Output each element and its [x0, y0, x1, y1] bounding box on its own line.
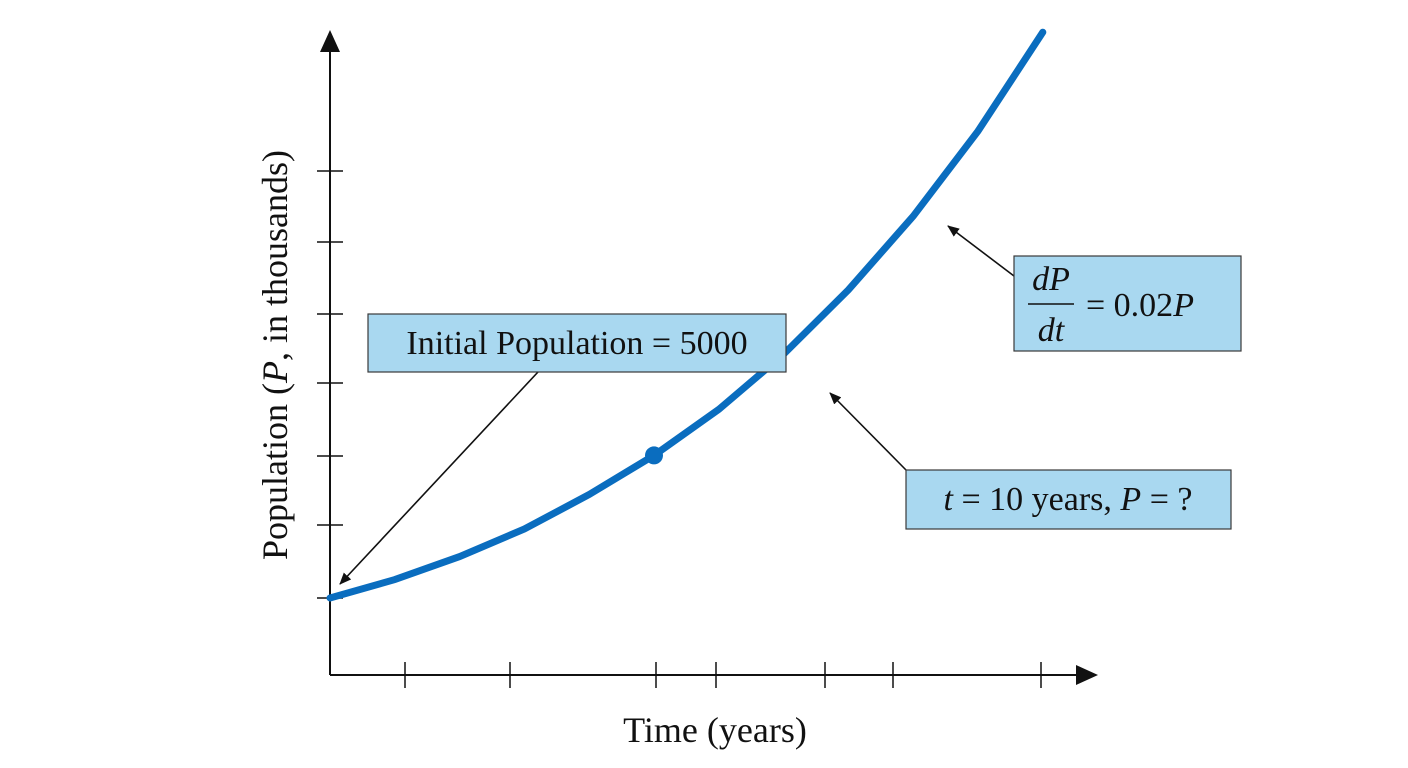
x-axis-title: Time (years)	[623, 710, 807, 750]
initial-population-label: Initial Population = 5000	[406, 325, 747, 362]
initial-population-box	[367, 313, 787, 373]
rate-denominator: dt	[1038, 312, 1066, 349]
y-axis-title-prefix: Population (	[255, 383, 295, 560]
y-axis-title-suffix: , in thousands)	[255, 150, 295, 361]
query-t-variable: t	[944, 481, 955, 518]
rate-rhs-variable: P	[1172, 287, 1194, 324]
query-annotation: t = 10 years, P = ?	[905, 469, 1232, 530]
x-axis-arrow-icon	[1076, 665, 1098, 685]
y-axis-title: Population (P, in thousands)	[255, 150, 295, 560]
initial-population-annotation: Initial Population = 5000	[367, 313, 787, 373]
query-p-variable: P	[1119, 481, 1141, 518]
query-leader-arrow	[829, 392, 907, 471]
x-ticks	[404, 662, 1042, 688]
rate-right-hand-side: = 0.02P	[1086, 287, 1194, 324]
query-end-text: = ?	[1141, 481, 1192, 518]
rate-equation-leader-arrow	[947, 225, 1015, 277]
y-axis-title-variable: P	[255, 361, 295, 384]
query-label: t = 10 years, P = ?	[944, 481, 1193, 518]
rate-rhs-equals: = 0.02	[1086, 287, 1173, 324]
rate-numerator: dP	[1032, 261, 1070, 298]
rate-equation-annotation: dP dt = 0.02P	[1013, 255, 1242, 352]
query-box	[905, 469, 1232, 530]
initial-population-leader-arrow	[339, 371, 539, 585]
t10-marker-point	[645, 446, 663, 465]
axes	[317, 30, 1098, 688]
query-middle-text: = 10 years,	[953, 481, 1120, 518]
y-axis-arrow-icon	[320, 30, 340, 52]
population-curve	[326, 28, 1047, 602]
